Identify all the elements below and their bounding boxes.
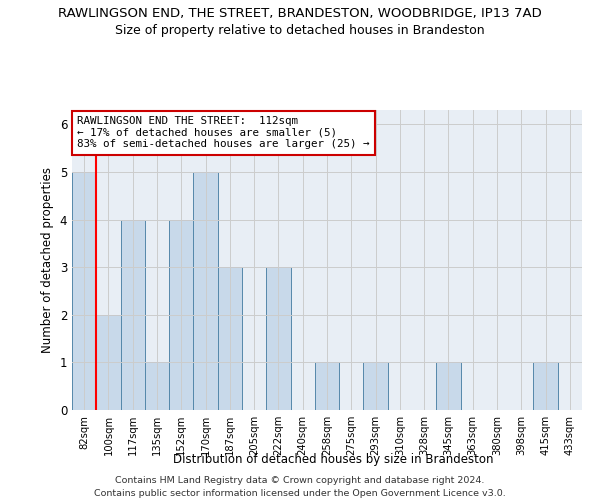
Bar: [266, 267, 290, 410]
Bar: [72, 172, 96, 410]
Bar: [169, 220, 193, 410]
Text: Size of property relative to detached houses in Brandeston: Size of property relative to detached ho…: [115, 24, 485, 37]
Text: RAWLINGSON END, THE STREET, BRANDESTON, WOODBRIDGE, IP13 7AD: RAWLINGSON END, THE STREET, BRANDESTON, …: [58, 8, 542, 20]
Bar: [364, 362, 388, 410]
Bar: [315, 362, 339, 410]
Text: Contains HM Land Registry data © Crown copyright and database right 2024.: Contains HM Land Registry data © Crown c…: [115, 476, 485, 485]
Bar: [193, 172, 218, 410]
Y-axis label: Number of detached properties: Number of detached properties: [41, 167, 54, 353]
Bar: [218, 267, 242, 410]
Text: Contains public sector information licensed under the Open Government Licence v3: Contains public sector information licen…: [94, 489, 506, 498]
Text: Distribution of detached houses by size in Brandeston: Distribution of detached houses by size …: [173, 452, 493, 466]
Bar: [436, 362, 461, 410]
Bar: [145, 362, 169, 410]
Bar: [121, 220, 145, 410]
Bar: [533, 362, 558, 410]
Bar: [96, 315, 121, 410]
Text: RAWLINGSON END THE STREET:  112sqm
← 17% of detached houses are smaller (5)
83% : RAWLINGSON END THE STREET: 112sqm ← 17% …: [77, 116, 370, 149]
